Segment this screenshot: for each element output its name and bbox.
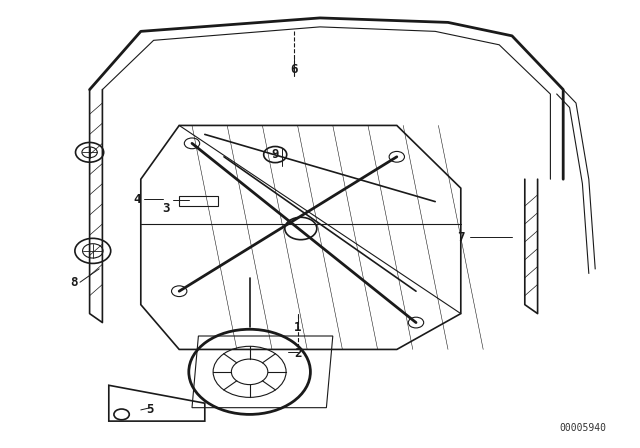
Text: 6: 6 — [291, 63, 298, 76]
Text: 8: 8 — [70, 276, 77, 289]
Text: 5: 5 — [147, 403, 154, 417]
Circle shape — [172, 286, 187, 297]
Text: 00005940: 00005940 — [559, 423, 606, 433]
Circle shape — [408, 317, 424, 328]
Text: 2: 2 — [294, 347, 301, 361]
Circle shape — [184, 138, 200, 149]
Text: 4: 4 — [134, 193, 141, 206]
Text: 9: 9 — [271, 148, 279, 161]
Circle shape — [389, 151, 404, 162]
Text: 7: 7 — [457, 231, 465, 244]
Text: 1: 1 — [294, 320, 301, 334]
Text: 3: 3 — [163, 202, 170, 215]
